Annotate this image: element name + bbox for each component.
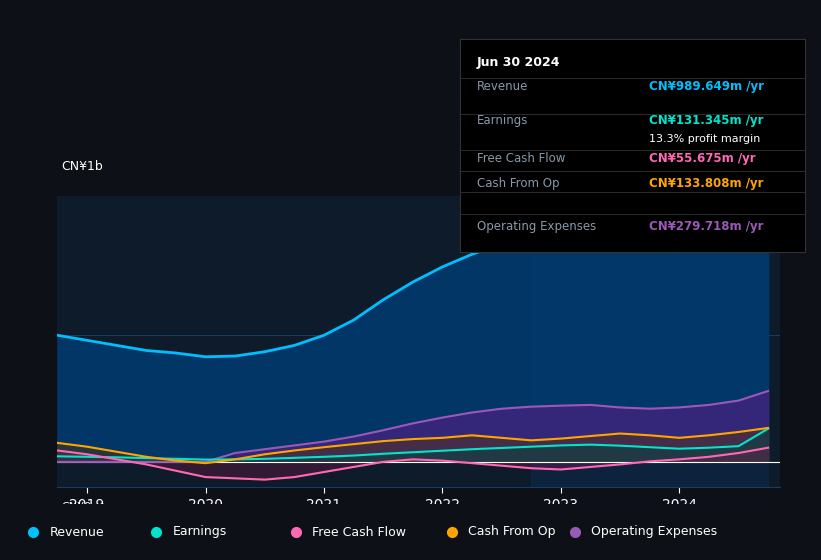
Text: CN¥0: CN¥0 [61,502,91,512]
Text: Operating Expenses: Operating Expenses [591,525,718,539]
Text: Revenue: Revenue [477,80,529,92]
Text: CN¥989.649m /yr: CN¥989.649m /yr [649,80,764,92]
Text: Cash From Op: Cash From Op [477,178,559,190]
Text: Free Cash Flow: Free Cash Flow [477,152,566,165]
Text: CN¥55.675m /yr: CN¥55.675m /yr [649,152,756,165]
Text: CN¥1b: CN¥1b [61,160,103,172]
Text: CN¥279.718m /yr: CN¥279.718m /yr [649,220,764,233]
Text: 13.3% profit margin: 13.3% profit margin [649,134,761,144]
Text: Free Cash Flow: Free Cash Flow [312,525,406,539]
Text: Earnings: Earnings [172,525,227,539]
Text: Cash From Op: Cash From Op [468,525,556,539]
Text: -CN¥100m: -CN¥100m [61,531,120,541]
Bar [531,196,768,487]
Text: CN¥131.345m /yr: CN¥131.345m /yr [649,114,764,127]
Text: Revenue: Revenue [49,525,104,539]
Text: Operating Expenses: Operating Expenses [477,220,596,233]
Text: Jun 30 2024: Jun 30 2024 [477,56,561,69]
Text: CN¥133.808m /yr: CN¥133.808m /yr [649,178,764,190]
Text: Earnings: Earnings [477,114,529,127]
